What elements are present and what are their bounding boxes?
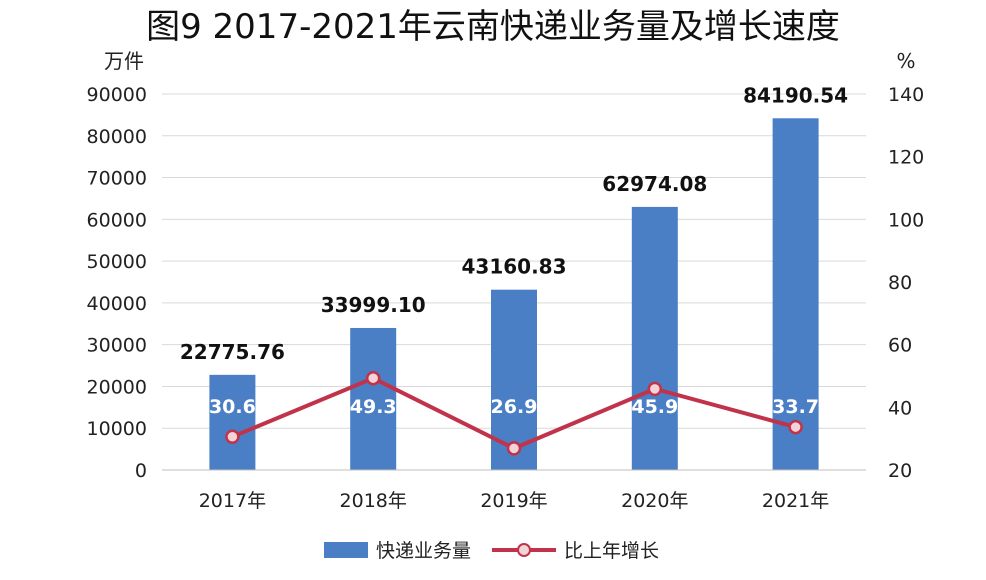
left-tick-label: 80000 bbox=[87, 126, 147, 148]
growth-point bbox=[225, 429, 240, 445]
left-tick-label: 60000 bbox=[87, 209, 147, 231]
left-tick-label: 10000 bbox=[87, 418, 147, 440]
left-tick-label: 70000 bbox=[87, 168, 147, 190]
bar-series: 22775.76 30.6 33999.10 49.3 43160.83 26.9 6297… bbox=[180, 83, 848, 470]
bar bbox=[631, 206, 678, 470]
right-tick-label: 140 bbox=[888, 84, 924, 106]
chart-title: 图9 2017-2021年云南快递业务量及增长速度 bbox=[146, 7, 840, 47]
growth-point bbox=[647, 381, 663, 397]
left-tick-label: 50000 bbox=[87, 251, 147, 273]
right-axis-unit: % bbox=[896, 49, 915, 73]
growth-point bbox=[788, 419, 803, 435]
left-tick-label: 40000 bbox=[87, 293, 147, 315]
right-tick-label: 60 bbox=[888, 335, 912, 357]
growth-value-label: 45.9 bbox=[631, 396, 678, 418]
x-tick-label: 2017年 bbox=[199, 490, 266, 512]
bar-value-label: 62974.08 bbox=[602, 172, 707, 196]
x-tick-label: 2020年 bbox=[621, 490, 688, 512]
growth-value-label: 49.3 bbox=[350, 396, 397, 418]
bar bbox=[209, 374, 256, 470]
legend-bar-swatch bbox=[324, 542, 368, 558]
bar bbox=[350, 327, 397, 470]
line-series bbox=[225, 370, 803, 456]
legend-bar-label: 快递业务量 bbox=[376, 540, 471, 562]
bar-value-label: 43160.83 bbox=[461, 255, 566, 279]
x-tick-label: 2021年 bbox=[762, 490, 829, 512]
left-tick-label: 0 bbox=[135, 460, 147, 482]
right-tick-label: 20 bbox=[888, 460, 912, 482]
right-axis: 20 40 60 80 100 120 140 bbox=[888, 84, 924, 482]
legend: 快递业务量 比上年增长 bbox=[324, 540, 659, 562]
bar bbox=[772, 118, 819, 470]
left-tick-label: 30000 bbox=[87, 335, 147, 357]
growth-value-label: 33.7 bbox=[772, 396, 819, 418]
left-axis: 0 10000 20000 30000 40000 50000 60000 70000 8000… bbox=[87, 84, 147, 482]
legend-line-label: 比上年增长 bbox=[564, 540, 659, 562]
bar-value-label: 22775.76 bbox=[180, 340, 285, 364]
left-axis-unit: 万件 bbox=[104, 49, 144, 73]
right-tick-label: 120 bbox=[888, 147, 924, 169]
x-tick-label: 2018年 bbox=[340, 490, 407, 512]
x-tick-label: 2019年 bbox=[480, 490, 547, 512]
x-axis: 2017年 2018年 2019年 2020年 2021年 bbox=[162, 469, 866, 512]
growth-value-label: 30.6 bbox=[209, 396, 256, 418]
growth-value-label: 26.9 bbox=[491, 396, 538, 418]
left-tick-label: 90000 bbox=[87, 84, 147, 106]
growth-point bbox=[365, 370, 381, 386]
growth-point bbox=[506, 441, 522, 456]
right-tick-label: 80 bbox=[888, 272, 912, 294]
bar-value-label: 33999.10 bbox=[321, 293, 426, 317]
left-tick-label: 20000 bbox=[87, 376, 147, 398]
legend-line-marker bbox=[517, 543, 531, 557]
bar-value-label: 84190.54 bbox=[743, 83, 848, 107]
right-tick-label: 100 bbox=[888, 209, 924, 231]
right-tick-label: 40 bbox=[888, 397, 912, 419]
